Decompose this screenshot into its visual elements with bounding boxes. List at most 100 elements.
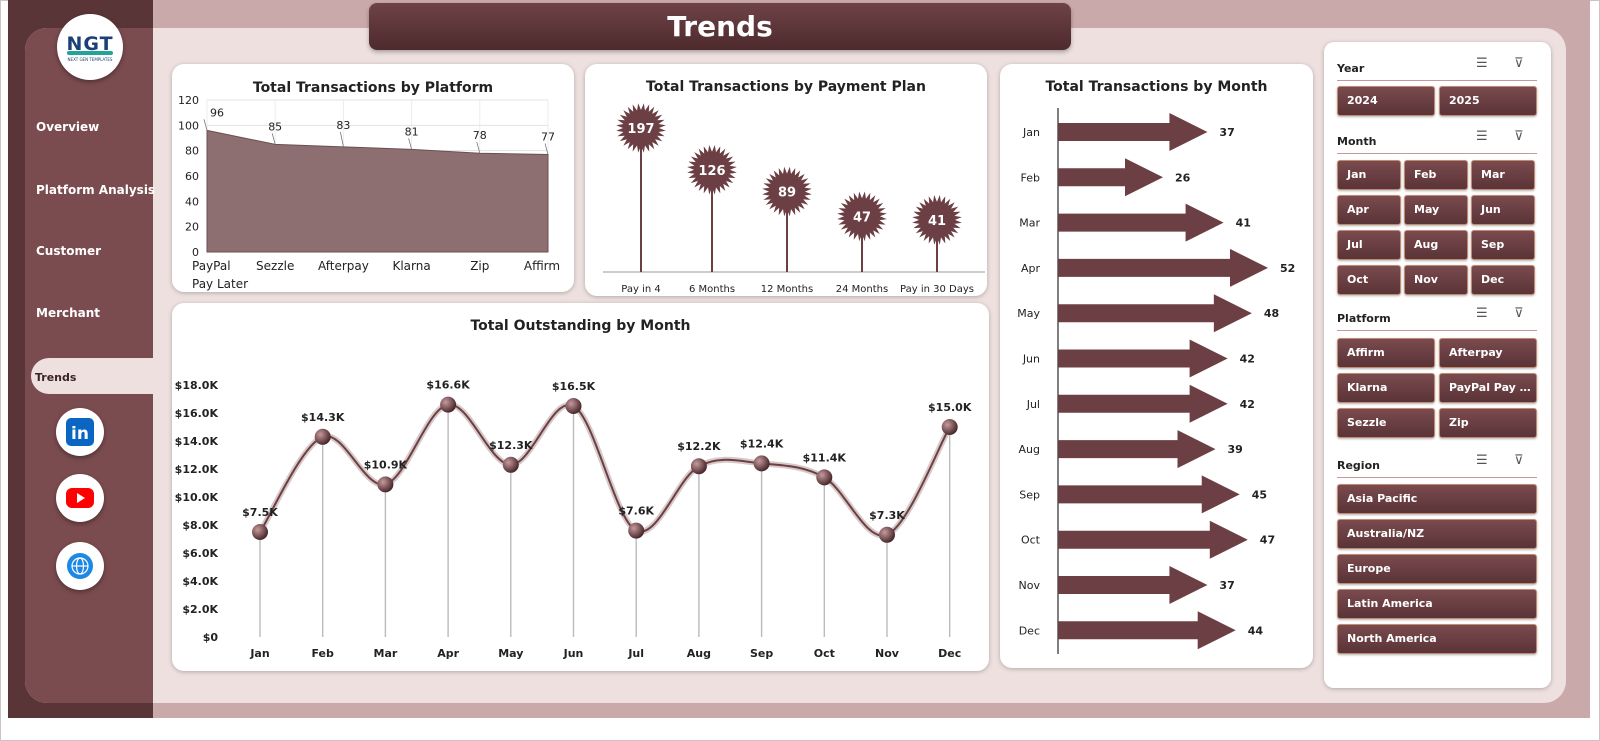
data-point	[690, 458, 707, 475]
nav-overview[interactable]: Overview	[36, 120, 100, 134]
nav-customer[interactable]: Customer	[36, 244, 102, 258]
data-point	[816, 469, 833, 486]
monthly-chart-title: Total Transactions by Month	[1045, 79, 1268, 95]
filter-month-mar[interactable]: Mar	[1471, 160, 1535, 190]
website-button[interactable]	[56, 542, 104, 590]
filter-platform-paypal-pay-la[interactable]: PayPal Pay La...	[1439, 373, 1537, 403]
y-tick-label: $4.0K	[182, 575, 218, 588]
clear-filter-icon[interactable]: ⊽	[1514, 453, 1524, 468]
globe-icon	[67, 553, 93, 579]
data-label: $14.3K	[301, 411, 345, 424]
filter-region-north-america[interactable]: North America	[1337, 624, 1537, 654]
outstanding-chart: $0 $2.0K $4.0K $6.0K $8.0K $10.0K $12.0K $14.0K…	[175, 379, 972, 660]
x-tick-label: Nov	[875, 647, 900, 660]
filter-panel: Year ☰ ⊽ 2024 2025 Month ☰ ⊽ Jan Feb Mar Apr…	[1324, 42, 1551, 688]
filter-region-europe[interactable]: Europe	[1337, 554, 1537, 584]
data-label: $12.2K	[677, 440, 721, 453]
filter-month-aug[interactable]: Aug	[1404, 230, 1468, 260]
nav-merchant[interactable]: Merchant	[36, 306, 101, 320]
arrow-bar	[1058, 566, 1208, 604]
data-label-leader	[544, 143, 549, 155]
filter-month-apr[interactable]: Apr	[1337, 195, 1401, 225]
y-tick-label: May	[1017, 307, 1040, 320]
arrow-bar	[1058, 113, 1208, 151]
linkedin-button[interactable]: in	[56, 408, 104, 456]
filter-month-nov[interactable]: Nov	[1404, 265, 1468, 295]
filter-region-asia-pacific[interactable]: Asia Pacific	[1337, 484, 1537, 514]
filter-platform-sezzle[interactable]: Sezzle	[1337, 408, 1435, 438]
x-tick-label: Jun	[563, 647, 584, 660]
page-title: Trends	[369, 3, 1071, 50]
data-label: $16.5K	[552, 380, 596, 393]
y-tick-label: $8.0K	[182, 519, 218, 532]
data-point	[941, 419, 958, 435]
youtube-button[interactable]	[56, 474, 104, 522]
filter-platform-afterpay[interactable]: Afterpay	[1439, 338, 1537, 368]
data-label: $15.0K	[928, 401, 972, 414]
filter-year-title: Year	[1337, 62, 1365, 75]
data-label: 81	[405, 125, 419, 138]
arrow-bar	[1058, 611, 1236, 650]
filter-month-dec[interactable]: Dec	[1471, 265, 1535, 295]
multi-select-icon[interactable]: ☰	[1476, 306, 1488, 321]
arrow-bar	[1058, 294, 1252, 333]
lollipop-head	[837, 191, 887, 242]
data-label: 39	[1228, 443, 1243, 456]
data-label: 85	[268, 120, 282, 133]
filter-year-2024[interactable]: 2024	[1337, 86, 1435, 116]
filter-month-may[interactable]: May	[1404, 195, 1468, 225]
arrow-bar	[1058, 384, 1228, 423]
linkedin-label: in	[71, 424, 89, 444]
x-tick-label: Klarna	[392, 259, 430, 273]
data-label-leader	[203, 119, 208, 131]
data-point	[440, 396, 457, 413]
clear-filter-icon[interactable]: ⊽	[1514, 306, 1524, 321]
y-tick-label: $10.0K	[175, 491, 219, 504]
x-tick-label: Apr	[437, 647, 459, 660]
filter-month-jun[interactable]: Jun	[1471, 195, 1535, 225]
y-tick-label: 0	[192, 246, 199, 259]
filter-month-jan[interactable]: Jan	[1337, 160, 1401, 190]
y-tick-label: $16.0K	[175, 407, 219, 420]
data-label: 37	[1219, 126, 1234, 139]
data-point	[314, 428, 331, 445]
y-tick-label: $0	[203, 631, 219, 644]
data-label-leader	[476, 142, 481, 154]
multi-select-icon[interactable]: ☰	[1476, 56, 1488, 71]
filter-platform-affirm[interactable]: Affirm	[1337, 338, 1435, 368]
filter-platform-zip[interactable]: Zip	[1439, 408, 1537, 438]
logo-mark: NGT	[66, 32, 114, 55]
payment-plan-chart-title: Total Transactions by Payment Plan	[646, 79, 926, 95]
nav-platform-analysis[interactable]: Platform Analysis	[36, 183, 156, 197]
data-label: 126	[698, 164, 725, 179]
filter-region-australia-nz[interactable]: Australia/NZ	[1337, 519, 1537, 549]
y-tick-label: 80	[185, 145, 199, 158]
filter-month-jul[interactable]: Jul	[1337, 230, 1401, 260]
x-tick-label: Aug	[687, 647, 711, 660]
filter-region-latin-america[interactable]: Latin America	[1337, 589, 1537, 619]
platform-chart: 0 20 40 60 80 100 120 96 85 83 81 78 77 PayPal Pay Lat…	[178, 94, 560, 291]
filter-month-feb[interactable]: Feb	[1404, 160, 1468, 190]
data-label: 48	[1264, 307, 1279, 320]
x-tick-label: Afterpay	[318, 259, 369, 273]
clear-filter-icon[interactable]: ⊽	[1514, 129, 1524, 144]
filter-platform-klarna[interactable]: Klarna	[1337, 373, 1435, 403]
arrow-bar	[1058, 203, 1224, 242]
y-tick-label: 120	[178, 94, 199, 107]
filter-month-oct[interactable]: Oct	[1337, 265, 1401, 295]
x-tick-label: May	[498, 647, 523, 660]
filter-month-sep[interactable]: Sep	[1471, 230, 1535, 260]
x-tick-label: Sep	[750, 647, 773, 660]
x-tick-label: Dec	[938, 647, 961, 660]
filter-year-2025[interactable]: 2025	[1439, 86, 1537, 116]
x-tick-label: Zip	[470, 259, 489, 273]
data-label: 83	[336, 119, 350, 132]
x-tick-label: Jul	[627, 647, 644, 660]
clear-filter-icon[interactable]: ⊽	[1514, 56, 1524, 71]
nav-trends[interactable]	[31, 358, 153, 394]
arrow-bar	[1058, 339, 1228, 378]
multi-select-icon[interactable]: ☰	[1476, 129, 1488, 144]
multi-select-icon[interactable]: ☰	[1476, 453, 1488, 468]
youtube-icon	[66, 488, 94, 508]
outstanding-chart-title: Total Outstanding by Month	[470, 318, 691, 334]
